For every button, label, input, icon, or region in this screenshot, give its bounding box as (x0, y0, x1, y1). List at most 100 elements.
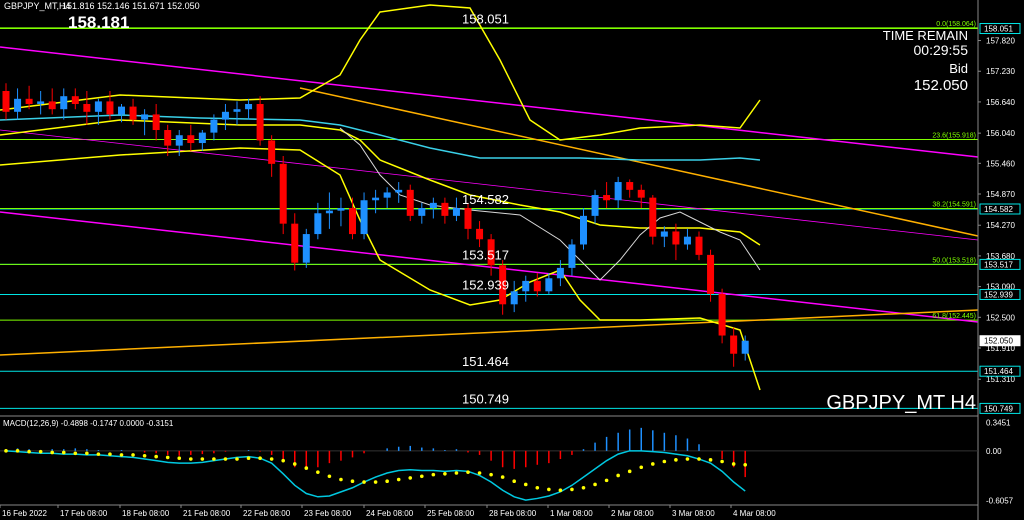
macd-signal-dot (558, 488, 563, 493)
price-tick-label: 151.910 (986, 344, 1015, 353)
macd-signal-dot (200, 457, 205, 461)
price-tick-label: 153.090 (986, 283, 1015, 292)
trend-line-support (0, 309, 979, 356)
time-tick-label: 24 Feb 08:00 (366, 509, 414, 518)
trend-line-lower (0, 211, 979, 323)
candle-body (626, 182, 634, 190)
macd-label: MACD(12,26,9) -0.4898 -0.1747 0.0000 -0.… (3, 419, 174, 428)
macd-tick-label: -0.6057 (986, 497, 1014, 506)
candle-body (245, 104, 253, 110)
candle-body (14, 98, 22, 112)
candle-body (672, 231, 680, 245)
macd-signal-dot (570, 487, 574, 492)
candle-body (637, 189, 645, 198)
macd-signal-dot (731, 462, 736, 466)
macd-signal-dot (535, 485, 540, 490)
macd-signal-dot (593, 482, 597, 487)
bid-value: 152.050 (914, 77, 968, 94)
time-tick-label: 22 Feb 08:00 (243, 509, 291, 518)
candle-body (141, 114, 149, 120)
candle-body (730, 335, 738, 354)
price-tick-label: 151.310 (986, 375, 1015, 384)
price-tag-label: 150.749 (984, 404, 1013, 413)
time-tick-label: 16 Feb 2022 (2, 509, 47, 518)
price-tick-label: 154.270 (986, 221, 1015, 230)
macd-signal-dot (512, 479, 516, 483)
macd-signal-dot (373, 480, 378, 484)
macd-signal-dot (651, 462, 655, 466)
macd-signal-dot (385, 479, 389, 483)
candle-body (256, 104, 264, 141)
price-tag-label: 154.582 (984, 205, 1013, 214)
macd-signal-dot (212, 457, 216, 461)
macd-signal-dot (15, 449, 20, 453)
macd-tick-label: 0.3451 (986, 419, 1011, 428)
ma-white (339, 127, 761, 281)
big-price: 158.181 (68, 13, 129, 32)
candle-body (152, 114, 160, 131)
trend-line-mid (0, 129, 979, 241)
macd-signal-dot (73, 451, 78, 456)
candle-body (476, 228, 484, 240)
price-tag-label: 152.050 (984, 337, 1013, 346)
time-remain-label: TIME REMAIN (883, 28, 968, 43)
price-tick-label: 156.640 (986, 98, 1015, 107)
candle-body (499, 265, 507, 305)
candle-body (233, 109, 241, 112)
macd-signal-dot (281, 458, 286, 463)
price-tag (979, 365, 1021, 377)
price-tag (979, 23, 1021, 35)
candle-body (614, 182, 622, 201)
bollinger-bands (0, 4, 761, 391)
candle-body (325, 210, 333, 214)
candle-body (37, 101, 45, 105)
macd-signal-dot (616, 473, 620, 478)
time-tick-label: 18 Feb 08:00 (122, 509, 170, 518)
candle-body (360, 200, 368, 235)
trend-lines (0, 46, 979, 356)
macd-signal-dot (50, 450, 54, 455)
macd-signal-dot (443, 472, 447, 476)
macd-line (5, 450, 746, 501)
macd-signal-dot (96, 452, 101, 456)
price-tag (979, 402, 1021, 414)
candle-body (221, 111, 229, 120)
candle-body (718, 293, 726, 336)
macd-signal-dot (119, 453, 124, 457)
band-middle (0, 119, 761, 246)
ma-cyan (0, 114, 761, 161)
candle-body (487, 239, 495, 266)
candle-body (603, 195, 611, 201)
macd-signal-dot (61, 450, 66, 455)
macd-signal-dot (350, 479, 355, 483)
candle-body (406, 189, 414, 216)
fib-label: 0.0(158.064) (936, 21, 976, 28)
macd-signal-dot (246, 456, 251, 461)
macd-signal-dot (189, 457, 193, 461)
candle-body (302, 234, 310, 263)
level-value-label: 153.517 (462, 247, 509, 262)
price-tick-label: 157.820 (986, 37, 1015, 46)
price-tag-label: 151.464 (984, 367, 1013, 376)
time-tick-label: 17 Feb 08:00 (60, 509, 108, 518)
candle-body (106, 101, 114, 115)
candle-body (210, 119, 218, 133)
macd-signal-dot (454, 471, 459, 475)
macd-signal-dot (258, 456, 262, 461)
price-tag-label: 153.517 (984, 260, 1013, 269)
level-value-label: 150.749 (462, 391, 509, 406)
time-axis: 16 Feb 2022 17 Feb 08:00 18 Feb 08:00 21 Fe… (0, 504, 978, 518)
time-tick-label: 21 Feb 08:00 (183, 509, 231, 518)
time-tick-label: 2 Mar 08:00 (611, 509, 654, 518)
macd-signal-dot (108, 452, 112, 456)
macd-signal-dot (142, 453, 147, 458)
macd-signal-dot (27, 449, 31, 454)
fib-label: 61.8(152.445) (932, 313, 976, 320)
macd-signal-dot (38, 449, 43, 454)
candle-body (129, 106, 137, 120)
candle-body (198, 132, 206, 144)
candle-body (545, 278, 553, 292)
price-tag-label: 158.051 (984, 25, 1013, 34)
macd-signal-dot (500, 475, 505, 479)
